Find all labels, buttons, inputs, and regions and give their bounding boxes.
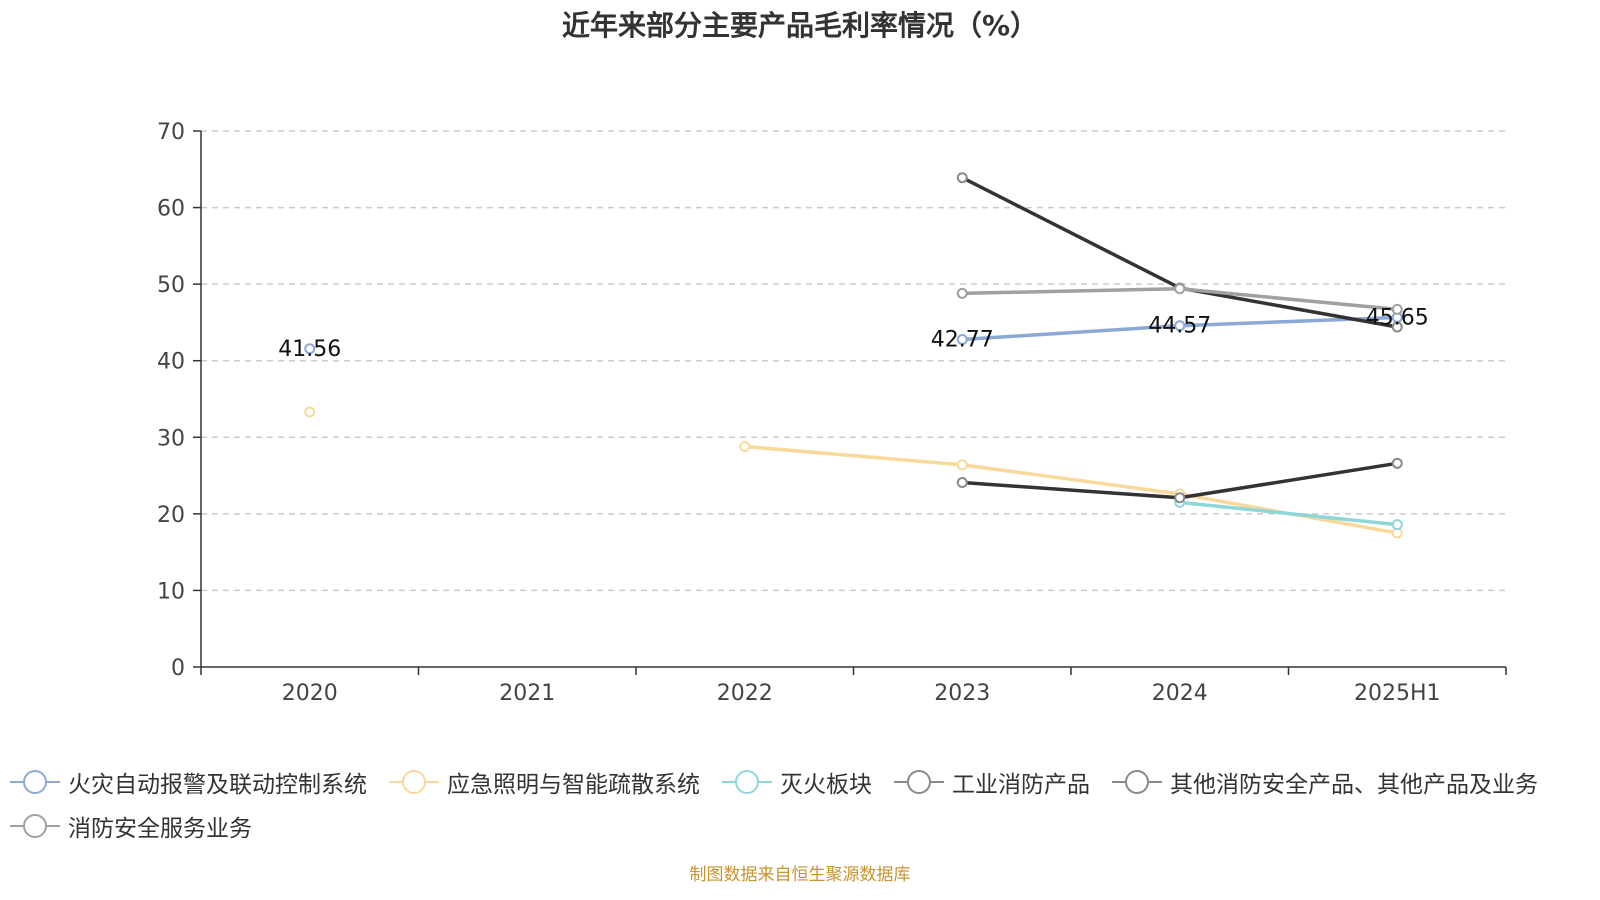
x-tick-label: 2025H1 [1354,681,1441,706]
data-point [956,172,968,184]
x-tick-label: 2024 [1152,681,1208,706]
data-point [956,287,968,299]
legend-item[interactable]: 其他消防安全产品、其他产品及业务 [1112,760,1538,804]
legend-marker-icon [1112,770,1162,794]
legend-marker-icon [389,770,439,794]
chart-title: 近年来部分主要产品毛利率情况（%） [561,9,1039,42]
series-line-segment [1178,461,1399,500]
x-tick-label: 2021 [499,681,555,706]
y-tick-label: 20 [157,503,185,528]
series-line-segment [960,480,1182,500]
data-point [956,476,968,488]
legend-label: 火灾自动报警及联动控制系统 [68,772,367,798]
legend-item[interactable]: 灭火板块 [722,760,872,804]
data-label: 45.65 [1366,305,1429,330]
series-1 [304,406,1403,539]
legend-marker-icon [894,770,944,794]
y-tick-label: 0 [171,656,185,681]
y-tick-label: 40 [157,350,185,375]
legend-label: 工业消防产品 [952,772,1090,798]
x-tick-label: 2023 [934,681,990,706]
legend-label: 消防安全服务业务 [68,816,252,842]
y-tick-label: 30 [157,426,185,451]
data-labels: 41.56 42.77 44.57 45.65 [278,305,1428,361]
data-label: 44.57 [1148,314,1211,339]
legend-item[interactable]: 消防安全服务业务 [10,804,252,848]
legend: 火灾自动报警及联动控制系统 应急照明与智能疏散系统 灭火板块 工业消防产品 其他消防安全… [10,760,1595,848]
data-label: 42.77 [931,328,994,353]
data-point [1174,283,1186,295]
legend-item[interactable]: 工业消防产品 [894,760,1090,804]
series-line-segment [960,323,1182,342]
source-note: 制图数据来自恒生聚源数据库 [689,865,911,885]
data-point [1391,457,1403,469]
data-point [739,440,751,452]
legend-marker-icon [722,770,772,794]
legend-label: 应急照明与智能疏散系统 [447,772,700,798]
gridlines [201,130,1506,592]
series-line-segment [1178,286,1399,312]
data-label: 41.56 [278,337,341,362]
data-point [956,334,968,346]
legend-marker-icon [10,814,60,838]
series-line-segment [960,286,1182,296]
data-point [1174,320,1186,332]
legend-label: 灭火板块 [780,772,872,798]
data-point [1174,492,1186,504]
x-tick-label: 2022 [717,681,773,706]
series-line-segment [743,444,964,467]
series-0 [304,311,1403,355]
legend-item[interactable]: 火灾自动报警及联动控制系统 [10,760,367,804]
series-line-segment [960,175,1182,290]
legend-marker-icon [10,770,60,794]
series-4 [956,172,1403,333]
y-tick-label: 60 [157,197,185,222]
series-line-segment [1178,500,1399,527]
series-3 [956,457,1403,504]
data-point [304,406,316,418]
series-lines [304,172,1403,539]
series-line-segment [1178,286,1399,329]
data-point [304,343,316,355]
y-tick-label: 50 [157,273,185,298]
legend-label: 其他消防安全产品、其他产品及业务 [1170,772,1538,798]
data-point [956,459,968,471]
data-point [1391,321,1403,333]
series-line-segment [960,463,1182,496]
y-tick-label: 70 [157,120,185,145]
data-point [1391,519,1403,531]
axes: 0 10 20 30 40 50 60 70 2020 2021 2022 2023 2024 2025H… [157,120,1507,706]
data-point [1391,303,1403,315]
series-5 [956,283,1403,315]
x-tick-label: 2020 [282,681,338,706]
y-tick-label: 10 [157,579,185,604]
legend-item[interactable]: 应急照明与智能疏散系统 [389,760,700,804]
